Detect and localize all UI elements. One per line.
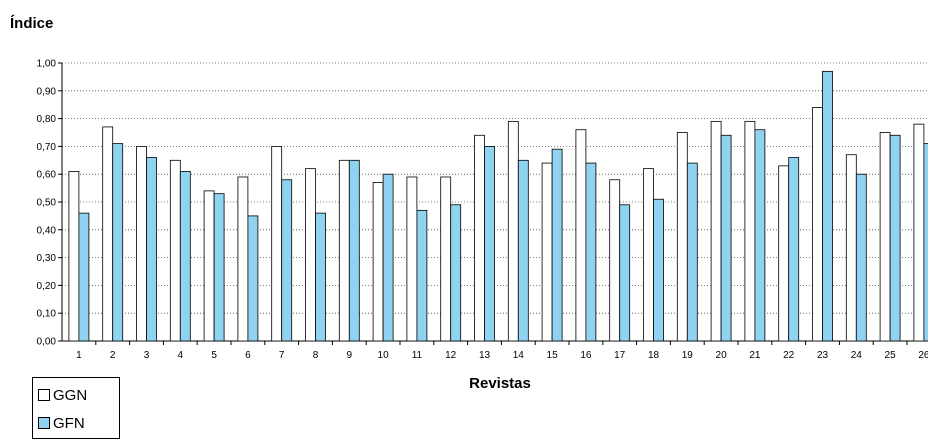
bar-gfn-18 <box>653 198 664 342</box>
bar-ggn-4 <box>169 159 181 342</box>
x-tick-label: 3 <box>144 350 150 361</box>
x-tick-label: 13 <box>479 350 491 361</box>
x-tick-label: 18 <box>648 350 660 361</box>
bar-gfn-7 <box>281 179 293 342</box>
bar-gfn-13 <box>484 145 495 342</box>
bar-gfn-21 <box>754 129 766 342</box>
bar-gfn-6 <box>247 215 259 342</box>
bar-gfn-8 <box>315 212 326 342</box>
bar-ggn-13 <box>474 134 485 342</box>
bar-gfn-10 <box>382 173 394 342</box>
bar-ggn-8 <box>305 168 316 342</box>
bar-ggn-1 <box>68 171 80 342</box>
bar-chart: 0,00 0,10 0,20 0,30 0,40 0,50 0,60 0,70 0,80 0,90… <box>37 59 928 361</box>
x-tick-label: 14 <box>513 350 525 361</box>
bar-gfn-24 <box>855 173 867 342</box>
bar-ggn-21 <box>744 120 756 342</box>
x-tick-label: 1 <box>76 350 82 361</box>
bar-gfn-22 <box>788 157 800 342</box>
bar-ggn-12 <box>440 176 452 342</box>
bar-ggn-14 <box>507 120 519 342</box>
bar-ggn-25 <box>879 132 891 342</box>
bar-ggn-26 <box>913 123 925 342</box>
bar-ggn-15 <box>541 162 553 342</box>
y-tick-label: 0,10 <box>37 309 57 320</box>
chart-title: Índice <box>10 15 54 32</box>
y-tick-label: 0,40 <box>37 225 57 236</box>
bar-ggn-7 <box>271 145 283 342</box>
bar-ggn-10 <box>372 182 384 342</box>
x-tick-label: 8 <box>313 350 319 361</box>
x-tick-label: 12 <box>445 350 457 361</box>
x-tick-label: 6 <box>245 350 251 361</box>
legend-label-ggn: GGN <box>53 386 88 404</box>
x-tick-label: 7 <box>279 350 285 361</box>
bar-gfn-26 <box>923 143 928 342</box>
bar-ggn-24 <box>845 154 857 342</box>
x-tick-label: 22 <box>783 350 795 361</box>
bar-ggn-9 <box>338 159 350 342</box>
bar-gfn-9 <box>348 159 360 342</box>
x-tick-label: 23 <box>817 350 829 361</box>
y-tick-label: 0,90 <box>37 86 57 97</box>
x-tick-label: 20 <box>716 350 728 361</box>
legend: GGN GFN <box>32 377 120 439</box>
legend-item-gfn: GFN <box>38 413 85 433</box>
bar-gfn-12 <box>450 204 462 342</box>
x-tick-label: 24 <box>851 350 863 361</box>
x-tick-label: 15 <box>547 350 559 361</box>
bar-ggn-23 <box>812 107 823 342</box>
bar-ggn-11 <box>406 176 418 342</box>
x-tick-label: 4 <box>178 350 184 361</box>
bar-gfn-15 <box>551 148 563 342</box>
bar-gfn-11 <box>416 209 428 342</box>
x-tick-label: 9 <box>347 350 353 361</box>
y-tick-label: 0,80 <box>37 114 57 125</box>
bar-gfn-25 <box>889 134 901 342</box>
bar-gfn-20 <box>720 134 732 342</box>
bar-ggn-3 <box>136 145 147 342</box>
bar-ggn-20 <box>710 120 722 342</box>
bar-gfn-23 <box>822 70 833 342</box>
bar-ggn-2 <box>102 126 114 342</box>
x-tick-label: 2 <box>110 350 116 361</box>
x-tick-label: 17 <box>614 350 626 361</box>
x-tick-label: 21 <box>749 350 761 361</box>
y-tick-label: 0,60 <box>37 170 57 181</box>
bar-gfn-19 <box>686 162 698 342</box>
bar-ggn-16 <box>575 129 587 342</box>
bar-gfn-16 <box>585 162 597 342</box>
x-axis-label: Revistas <box>469 375 531 392</box>
bar-ggn-18 <box>643 168 654 342</box>
x-tick-label: 16 <box>580 350 592 361</box>
x-tick-label: 25 <box>885 350 897 361</box>
bar-ggn-22 <box>778 165 790 342</box>
bar-gfn-4 <box>179 171 191 342</box>
y-tick-label: 0,50 <box>37 198 57 209</box>
y-tick-label: 0,20 <box>37 281 57 292</box>
bar-ggn-6 <box>237 176 249 342</box>
legend-swatch-ggn <box>38 389 50 401</box>
y-tick-label: 1,00 <box>37 59 57 70</box>
bar-ggn-19 <box>676 132 688 342</box>
legend-swatch-gfn <box>38 417 50 429</box>
bar-gfn-5 <box>213 193 225 342</box>
x-tick-label: 5 <box>211 350 217 361</box>
bar-ggn-17 <box>609 179 621 342</box>
x-tick-label: 10 <box>378 350 390 361</box>
bar-gfn-2 <box>112 143 124 342</box>
legend-label-gfn: GFN <box>53 414 85 432</box>
x-tick-label: 19 <box>682 350 694 361</box>
x-tick-label: 26 <box>918 350 928 361</box>
bar-gfn-14 <box>517 159 529 342</box>
bar-gfn-17 <box>619 204 631 342</box>
y-tick-label: 0,30 <box>37 253 57 264</box>
bar-ggn-5 <box>203 190 215 342</box>
legend-item-ggn: GGN <box>38 385 87 405</box>
x-tick-label: 11 <box>412 350 423 361</box>
bar-gfn-3 <box>146 157 157 342</box>
y-tick-label: 0,70 <box>37 142 57 153</box>
y-tick-label: 0,00 <box>37 337 57 348</box>
bar-gfn-1 <box>78 212 90 342</box>
